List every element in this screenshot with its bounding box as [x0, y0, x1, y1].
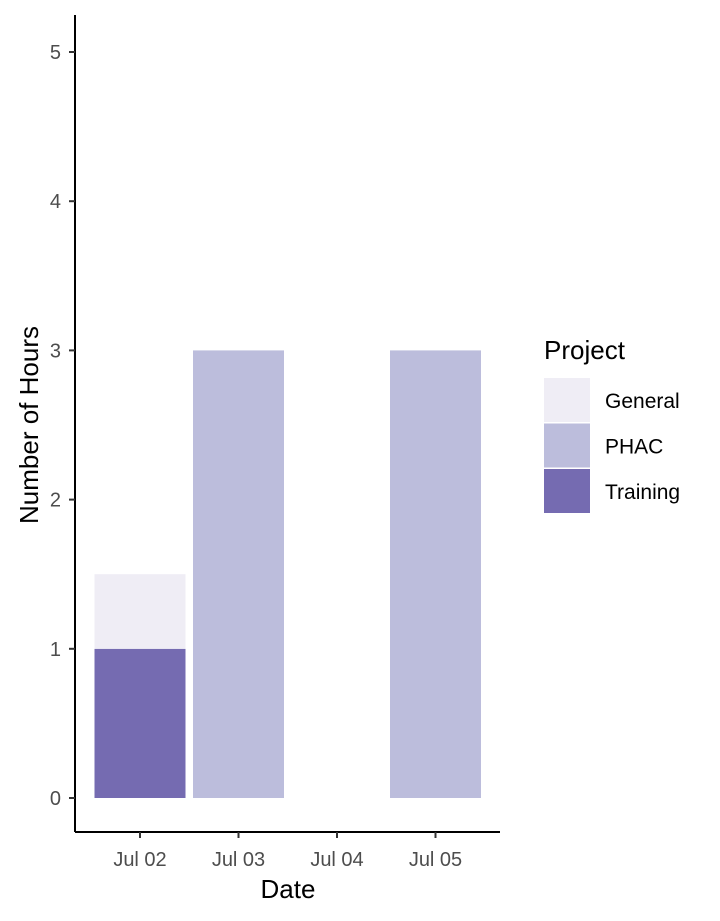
bar-general-jul-02 [94, 574, 186, 649]
legend-key-training [544, 469, 590, 513]
legend-label-training: Training [605, 481, 680, 504]
legend-label-general: General [605, 390, 680, 413]
x-axis-title: Date [261, 874, 316, 904]
x-tick-label: Jul 02 [113, 849, 166, 871]
y-axis: 0 1 2 3 4 5 [50, 15, 76, 832]
bar-phac-jul-05 [390, 350, 481, 798]
legend-title: Project [544, 335, 626, 365]
y-tick-label: 0 [50, 788, 61, 810]
bar-training-jul-02 [94, 648, 186, 798]
x-tick-label: Jul 04 [310, 849, 363, 871]
x-tick-label: Jul 03 [212, 849, 265, 871]
y-tick-label: 1 [50, 639, 61, 661]
bar-phac-jul-03 [193, 350, 284, 798]
y-tick-label: 2 [50, 490, 61, 512]
x-tick-label: Jul 05 [409, 849, 462, 871]
legend-key-general [544, 378, 590, 422]
x-axis: Jul 02 Jul 03 Jul 04 Jul 05 [75, 831, 500, 871]
legend: Project General PHAC Training [544, 335, 680, 513]
y-tick-label: 4 [50, 191, 61, 213]
legend-key-phac [544, 423, 590, 468]
y-axis-title: Number of Hours [14, 326, 44, 524]
bars-group [94, 350, 481, 798]
y-tick-label: 5 [50, 42, 61, 64]
y-tick-label: 3 [50, 340, 61, 362]
legend-label-phac: PHAC [605, 436, 663, 459]
